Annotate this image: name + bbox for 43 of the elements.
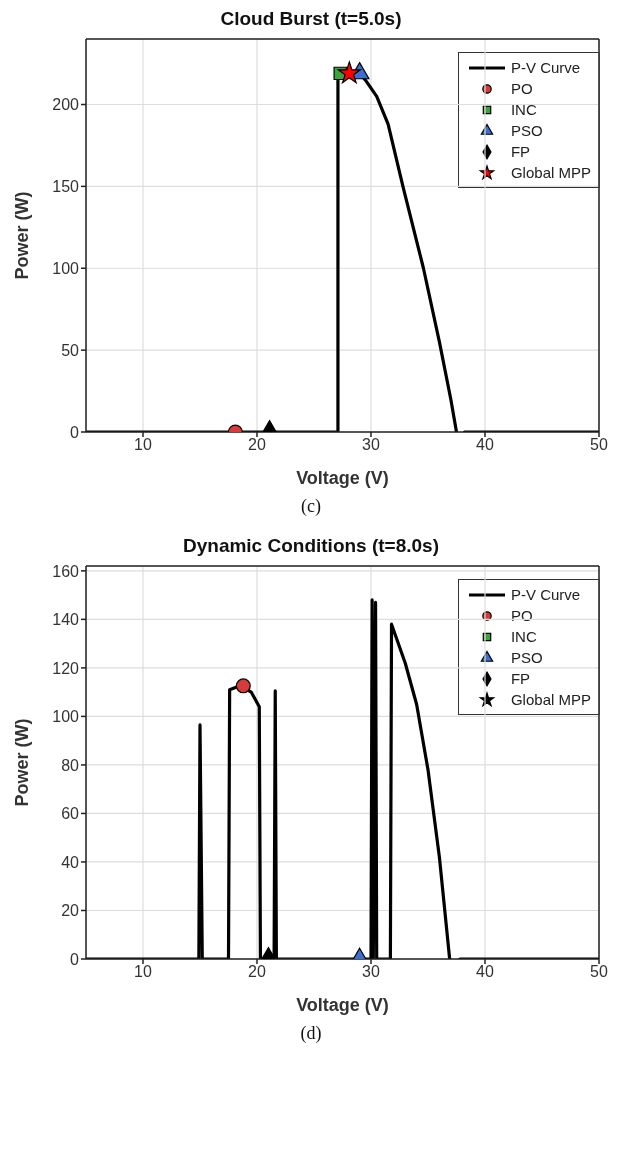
- y-axis-title: Power (W): [12, 718, 33, 807]
- x-tick-label: 30: [362, 436, 380, 454]
- legend-label: FP: [510, 670, 531, 687]
- x-tick-label: 50: [590, 963, 608, 981]
- x-tick-label: 20: [248, 963, 266, 981]
- legend-label: Global MPP: [510, 164, 591, 181]
- x-tick-label: 40: [476, 963, 494, 981]
- x-tick-label: 30: [362, 963, 380, 981]
- legend-label: P-V Curve: [510, 59, 581, 76]
- y-tick-label: 100: [52, 708, 80, 726]
- legend-label: P-V Curve: [510, 586, 581, 603]
- y-tick-label: 60: [61, 805, 80, 823]
- legend-label: INC: [510, 101, 537, 118]
- x-tick-label: 40: [476, 436, 494, 454]
- y-tick-label: 40: [61, 853, 80, 871]
- y-tick-label: 100: [52, 259, 80, 277]
- y-tick-label: 0: [70, 950, 80, 968]
- x-tick-label: 20: [248, 436, 266, 454]
- x-tick-label: 10: [134, 436, 152, 454]
- y-tick-label: 120: [52, 659, 80, 677]
- chart-title: Dynamic Conditions (t=8.0s): [182, 535, 440, 558]
- x-tick-label: 10: [134, 963, 152, 981]
- y-axis-title: Power (W): [12, 191, 33, 280]
- legend-label: Global MPP: [510, 691, 591, 708]
- legend-label: PO: [510, 80, 533, 97]
- legend-label: INC: [510, 628, 537, 645]
- text: (c): [300, 496, 322, 517]
- y-tick-label: 150: [52, 178, 80, 196]
- chart-title: Cloud Burst (t=5.0s): [219, 8, 403, 31]
- x-axis-title: Voltage (V): [296, 995, 389, 1015]
- x-axis-title: Voltage (V): [296, 468, 389, 488]
- y-tick-label: 140: [52, 611, 80, 629]
- y-tick-label: 20: [61, 902, 80, 920]
- y-tick-label: 160: [52, 562, 80, 580]
- legend-label: PSO: [510, 122, 543, 139]
- x-tick-label: 50: [590, 436, 608, 454]
- legend-label: PSO: [510, 649, 543, 666]
- y-tick-label: 0: [70, 423, 80, 441]
- y-tick-label: 80: [61, 756, 80, 774]
- text: (d): [299, 1023, 323, 1044]
- y-tick-label: 50: [61, 341, 80, 359]
- legend-label: FP: [510, 143, 531, 160]
- y-tick-label: 200: [52, 96, 80, 114]
